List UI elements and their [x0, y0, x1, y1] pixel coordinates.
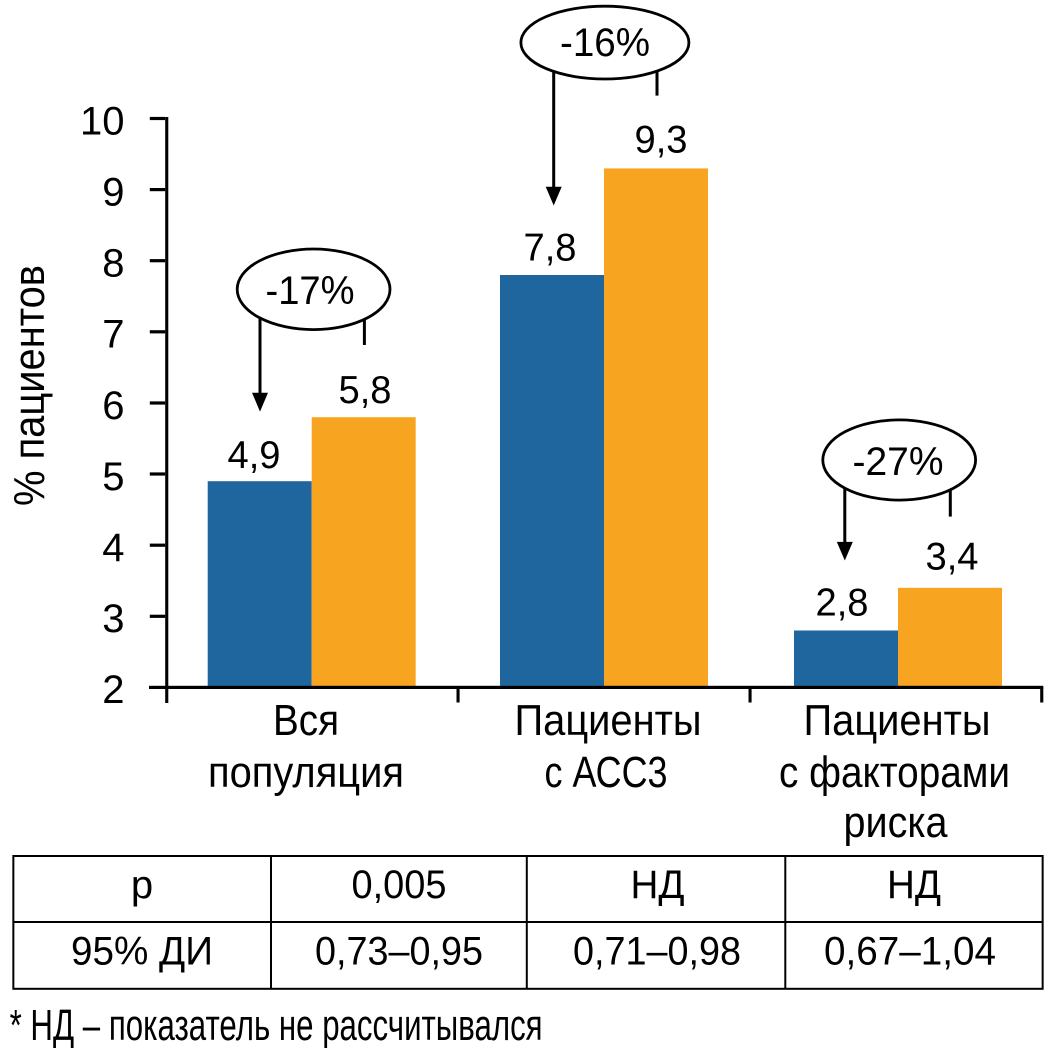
- svg-text:5,8: 5,8: [339, 369, 392, 412]
- svg-text:с АСС3: с АСС3: [545, 748, 668, 797]
- svg-text:4: 4: [102, 526, 124, 570]
- svg-text:9,3: 9,3: [635, 119, 688, 162]
- svg-text:95% ДИ: 95% ДИ: [71, 930, 213, 974]
- svg-text:2,8: 2,8: [816, 582, 869, 625]
- svg-text:* НД – показатель не рассчитыв: * НД – показатель не рассчитывался: [10, 1001, 543, 1048]
- svg-text:4,9: 4,9: [228, 434, 281, 477]
- svg-text:% пациентов: % пациентов: [5, 265, 54, 506]
- svg-text:-16%: -16%: [560, 21, 650, 65]
- svg-text:Пациенты: Пациенты: [515, 696, 702, 745]
- svg-text:-17%: -17%: [266, 269, 355, 313]
- svg-text:популяция: популяция: [208, 748, 404, 797]
- svg-text:риска: риска: [844, 798, 948, 847]
- svg-text:3: 3: [102, 597, 124, 641]
- svg-text:НД: НД: [887, 863, 941, 907]
- svg-text:10: 10: [80, 99, 125, 143]
- svg-text:0,67–1,04: 0,67–1,04: [824, 930, 996, 974]
- svg-text:0,73–0,95: 0,73–0,95: [315, 930, 483, 974]
- svg-text:p: p: [131, 863, 153, 907]
- svg-text:0,005: 0,005: [352, 863, 447, 907]
- svg-text:2: 2: [102, 668, 124, 712]
- svg-text:3,4: 3,4: [926, 536, 979, 579]
- svg-text:-27%: -27%: [853, 440, 944, 484]
- svg-text:Вся: Вся: [273, 696, 339, 745]
- svg-text:8: 8: [102, 242, 124, 286]
- svg-text:Пациенты: Пациенты: [804, 696, 991, 745]
- svg-text:с факторами: с факторами: [779, 748, 1010, 797]
- svg-text:7: 7: [102, 313, 124, 357]
- svg-text:6: 6: [102, 384, 124, 428]
- svg-text:0,71–0,98: 0,71–0,98: [573, 930, 741, 974]
- svg-text:9: 9: [102, 170, 124, 214]
- svg-text:НД: НД: [631, 863, 685, 907]
- svg-text:5: 5: [102, 455, 124, 499]
- svg-text:7,8: 7,8: [524, 227, 577, 270]
